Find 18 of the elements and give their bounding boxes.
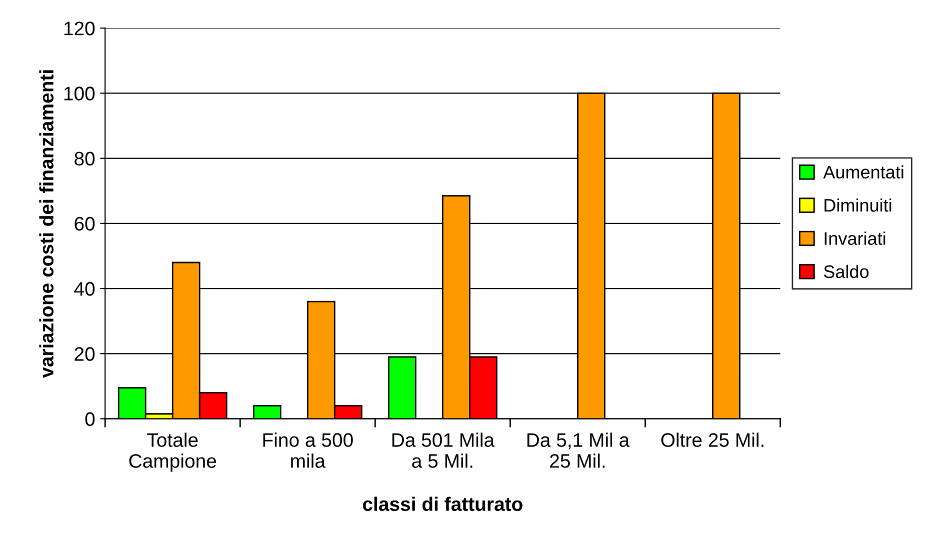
y-tick-label: 60 [74, 216, 95, 231]
legend-label: Diminuiti [824, 198, 892, 212]
y-tick-label: 100 [64, 86, 95, 100]
legend-label: Invariati [824, 232, 886, 245]
legend-label: Saldo [824, 264, 869, 278]
x-tick-label: Fino a 500 mila [263, 432, 353, 468]
x-tick-label: Da 501 Mila a 5 Mil. [392, 432, 495, 468]
x-tick-label: Da 5,1 Mil a 25 Mil. [527, 432, 630, 468]
y-tick-label: 0 [85, 412, 95, 426]
x-tick-label: Oltre 25 Mil. [661, 432, 764, 447]
y-tick-label: 120 [64, 22, 95, 36]
legend-label: Aumentati [823, 165, 904, 179]
y-tick-label: 20 [74, 347, 95, 361]
x-tick-label: Totale Campione [129, 432, 216, 472]
y-tick-label: 40 [74, 282, 95, 296]
x-axis-title: classi di fatturato [362, 496, 522, 511]
y-axis-title: variazione costi dei finanziamenti [39, 70, 54, 378]
y-tick-label: 80 [74, 152, 95, 166]
